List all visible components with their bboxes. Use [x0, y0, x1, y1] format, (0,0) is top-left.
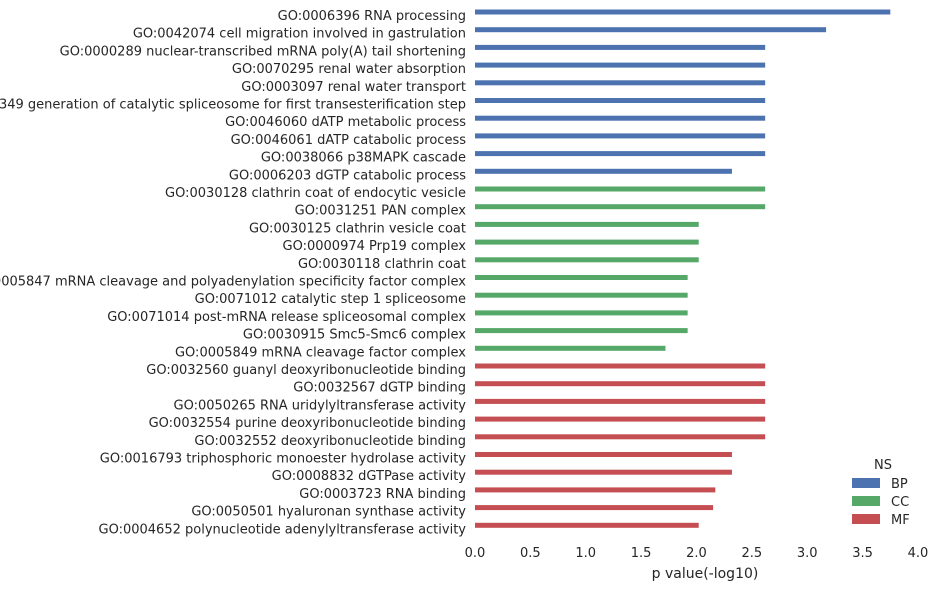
bar-cc-10 [475, 186, 766, 192]
bar-bp-0 [475, 9, 891, 15]
category-label: GO:0030915 Smc5-Smc6 complex [243, 328, 466, 343]
bar-bp-2 [475, 44, 766, 50]
category-label: GO:0032560 guanyl deoxyribonucleotide bi… [146, 363, 466, 378]
category-label: GO:0006203 dGTP catabolic process [229, 168, 466, 183]
x-tick-label: 3.0 [797, 546, 818, 561]
bar-cc-18 [475, 328, 688, 334]
category-label: GO:0032552 deoxyribonucleotide binding [194, 434, 466, 449]
category-label: GO:0004652 polynucleotide adenylyltransf… [99, 522, 467, 537]
bar-cc-12 [475, 221, 699, 227]
category-label: GO:0050501 hyaluronan synthase activity [191, 505, 466, 520]
bar-cc-11 [475, 204, 766, 210]
category-label: GO:0003097 renal water transport [241, 80, 466, 95]
bar-mf-28 [475, 505, 714, 511]
category-label: GO:0008832 dGTPase activity [272, 469, 467, 484]
bar-mf-24 [475, 434, 766, 440]
bar-bp-6 [475, 115, 766, 121]
bar-cc-17 [475, 310, 688, 316]
x-tick-label: 1.0 [575, 546, 596, 561]
bar-bp-1 [475, 27, 827, 33]
x-axis-ticks: 0.0 0.5 1.0 1.5 2.0 2.5 3.0 3.5 4.0 [465, 546, 929, 561]
category-label: GO:0071012 catalytic step 1 spliceosome [195, 292, 466, 307]
x-tick-label: 4.0 [908, 546, 929, 561]
x-axis-label: p value(-log10) [652, 566, 759, 582]
legend-entries: BP CC MF [852, 477, 910, 528]
bar-mf-22 [475, 398, 766, 404]
bar-cc-16 [475, 292, 688, 298]
category-label: GO:0006396 RNA processing [278, 9, 466, 24]
bar-mf-23 [475, 416, 766, 422]
category-label: GO:0000974 Prp19 complex [283, 239, 467, 254]
legend-swatch-bp [852, 478, 880, 488]
legend-label-cc: CC [891, 495, 909, 510]
legend-swatch-cc [852, 496, 880, 506]
bar-bp-5 [475, 98, 766, 103]
bar-cc-19 [475, 345, 666, 351]
category-label: GO:0030118 clathrin coat [298, 257, 466, 272]
x-tick-label: 1.5 [631, 546, 652, 561]
bar-cc-13 [475, 239, 699, 245]
bars-layer [475, 9, 891, 528]
bar-bp-7 [475, 133, 766, 139]
category-label: GO:0070295 renal water absorption [232, 62, 466, 77]
category-label: GO:0016793 triphosphoric monoester hydro… [100, 452, 466, 467]
legend-swatch-mf [852, 514, 880, 524]
category-label: GO:0030128 clathrin coat of endocytic ve… [165, 186, 466, 201]
x-tick-label: 0.0 [465, 546, 486, 561]
category-label: GO:0030125 clathrin vesicle coat [249, 221, 466, 236]
category-label: GO:0046060 dATP metabolic process [225, 115, 466, 130]
bar-cc-14 [475, 257, 699, 263]
bar-mf-21 [475, 381, 766, 387]
bar-cc-15 [475, 275, 688, 280]
bar-bp-3 [475, 62, 766, 68]
bar-bp-4 [475, 80, 766, 86]
category-label: GO:0038066 p38MAPK cascade [261, 151, 466, 166]
category-label: GO:0050265 RNA uridylyltransferase activ… [174, 398, 467, 413]
category-label: GO:0005849 mRNA cleavage factor complex [175, 345, 466, 360]
category-label: GO:0000349 generation of catalytic splic… [0, 98, 466, 113]
bar-bp-8 [475, 151, 766, 157]
category-label: GO:0031251 PAN complex [295, 204, 467, 219]
category-label: GO:0046061 dATP catabolic process [231, 133, 467, 148]
bar-mf-27 [475, 487, 716, 493]
bar-bp-9 [475, 168, 732, 174]
x-tick-label: 2.0 [686, 546, 707, 561]
category-label: GO:0032554 purine deoxyribonucleotide bi… [149, 416, 466, 431]
x-tick-label: 0.5 [520, 546, 541, 561]
category-label: GO:0071014 post-mRNA release spliceosoma… [107, 310, 466, 325]
bar-mf-29 [475, 522, 699, 528]
category-labels: GO:0006396 RNA processing GO:0042074 cell… [0, 9, 466, 537]
category-label: GO:0000289 nuclear-transcribed mRNA poly… [60, 44, 466, 59]
category-label: GO:0042074 cell migration involved in ga… [133, 27, 466, 42]
category-label: GO:0032567 dGTP binding [293, 381, 466, 396]
x-tick-label: 3.5 [852, 546, 873, 561]
bar-mf-20 [475, 363, 766, 369]
legend-title: NS [874, 458, 892, 473]
legend: NS BP CC MF [852, 458, 910, 528]
category-label: GO:0005847 mRNA cleavage and polyadenyla… [0, 275, 466, 290]
x-tick-label: 2.5 [742, 546, 763, 561]
legend-label-mf: MF [891, 513, 910, 528]
bar-mf-25 [475, 452, 732, 457]
category-label: GO:0003723 RNA binding [299, 487, 466, 502]
legend-label-bp: BP [891, 477, 908, 492]
bar-mf-26 [475, 469, 732, 475]
